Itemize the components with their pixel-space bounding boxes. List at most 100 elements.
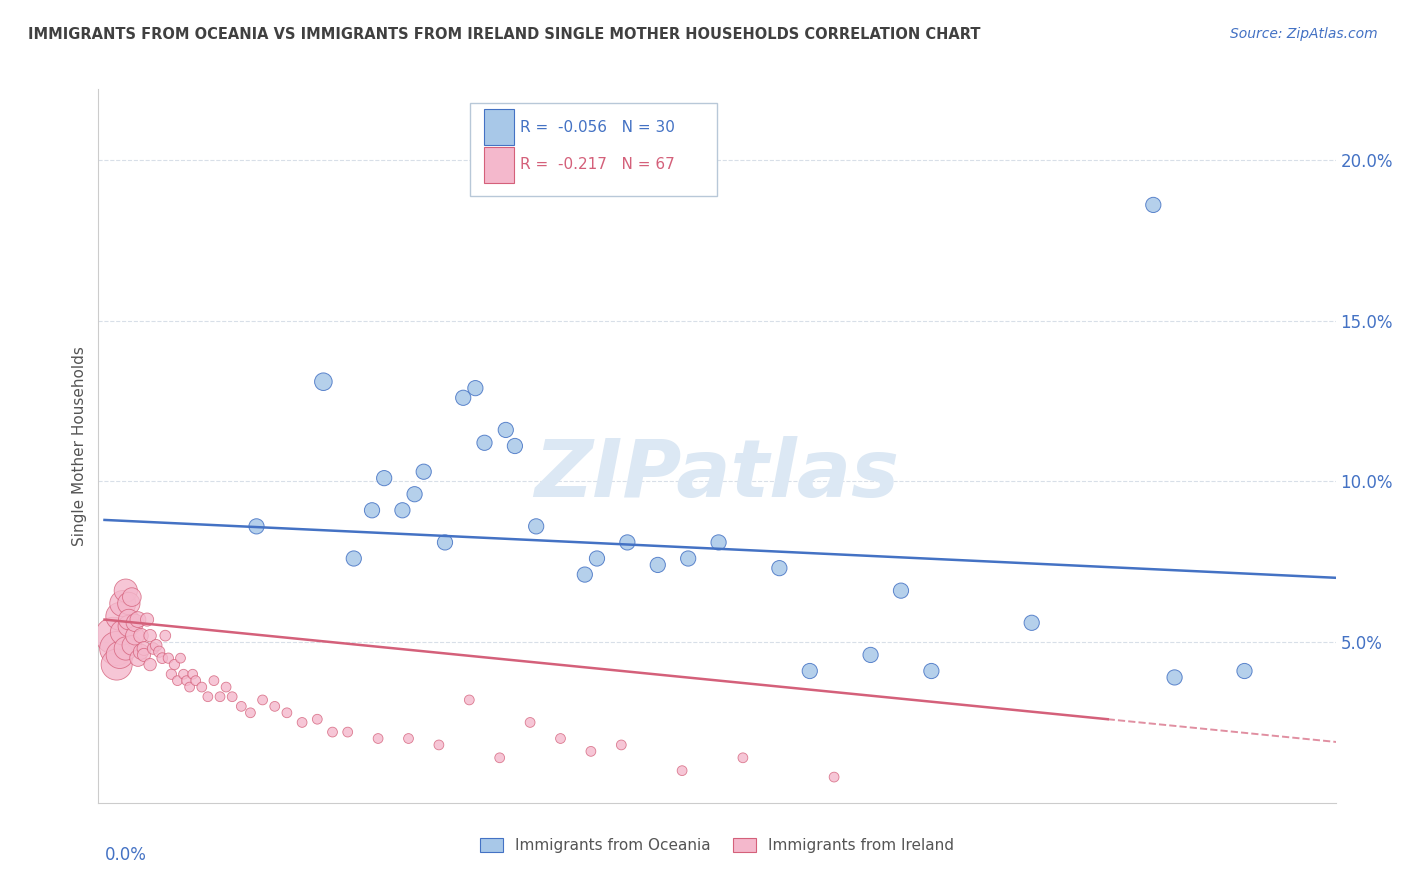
Point [108, 609, 131, 624]
Point [307, 712, 329, 726]
Point [127, 651, 149, 665]
FancyBboxPatch shape [485, 109, 515, 145]
FancyBboxPatch shape [485, 147, 515, 183]
Point [391, 503, 413, 517]
Point [579, 744, 602, 758]
Point [191, 680, 214, 694]
Point [276, 706, 298, 720]
Point [367, 731, 389, 746]
Point [136, 613, 159, 627]
Point [252, 693, 274, 707]
Point [118, 597, 141, 611]
Point [208, 690, 231, 704]
Point [263, 699, 285, 714]
Point [859, 648, 882, 662]
Point [176, 673, 198, 688]
Point [215, 680, 238, 694]
Point [148, 645, 170, 659]
Point [127, 613, 149, 627]
Text: 0.0%: 0.0% [104, 846, 146, 863]
Point [124, 615, 146, 630]
Point [495, 423, 517, 437]
FancyBboxPatch shape [470, 103, 717, 196]
Point [647, 558, 669, 572]
Point [121, 638, 143, 652]
Point [464, 381, 486, 395]
Point [173, 667, 195, 681]
Point [321, 725, 343, 739]
Point [890, 583, 912, 598]
Point [1021, 615, 1043, 630]
Point [707, 535, 730, 549]
Point [404, 487, 426, 501]
Point [920, 664, 942, 678]
Point [474, 435, 496, 450]
Legend: Immigrants from Oceania, Immigrants from Ireland: Immigrants from Oceania, Immigrants from… [474, 832, 960, 859]
Point [221, 690, 243, 704]
Text: ZIPatlas: ZIPatlas [534, 435, 900, 514]
Point [132, 648, 155, 662]
Point [202, 673, 225, 688]
Point [231, 699, 253, 714]
Point [124, 629, 146, 643]
Point [336, 725, 359, 739]
Point [111, 597, 134, 611]
Point [111, 625, 134, 640]
Point [519, 715, 541, 730]
Point [671, 764, 693, 778]
Point [139, 629, 162, 643]
Point [121, 590, 143, 604]
Point [108, 648, 131, 662]
Point [524, 519, 547, 533]
Point [361, 503, 384, 517]
Point [676, 551, 699, 566]
Point [181, 667, 204, 681]
Text: R =  -0.217   N = 67: R = -0.217 N = 67 [520, 157, 675, 172]
Point [197, 690, 219, 704]
Point [616, 535, 638, 549]
Point [458, 693, 481, 707]
Text: IMMIGRANTS FROM OCEANIA VS IMMIGRANTS FROM IRELAND SINGLE MOTHER HOUSEHOLDS CORR: IMMIGRANTS FROM OCEANIA VS IMMIGRANTS FR… [28, 27, 980, 42]
Point [823, 770, 845, 784]
Point [574, 567, 596, 582]
Text: Source: ZipAtlas.com: Source: ZipAtlas.com [1230, 27, 1378, 41]
Point [155, 629, 177, 643]
Point [139, 657, 162, 672]
Point [291, 715, 314, 730]
Point [169, 651, 191, 665]
Point [163, 657, 186, 672]
Point [114, 641, 136, 656]
Point [150, 651, 173, 665]
Point [503, 439, 526, 453]
Point [118, 619, 141, 633]
Point [142, 641, 165, 656]
Point [105, 641, 128, 656]
Point [412, 465, 434, 479]
Point [157, 651, 180, 665]
Point [179, 680, 201, 694]
Point [245, 519, 267, 533]
Point [731, 751, 754, 765]
Point [114, 583, 136, 598]
Text: R =  -0.056   N = 30: R = -0.056 N = 30 [520, 120, 675, 135]
Point [586, 551, 609, 566]
Point [610, 738, 633, 752]
Point [427, 738, 450, 752]
Point [1163, 670, 1185, 684]
Point [343, 551, 366, 566]
Point [1233, 664, 1256, 678]
Point [103, 629, 125, 643]
Point [398, 731, 420, 746]
Y-axis label: Single Mother Households: Single Mother Households [72, 346, 87, 546]
Point [166, 673, 188, 688]
Point [118, 613, 141, 627]
Point [799, 664, 821, 678]
Point [129, 629, 152, 643]
Point [160, 667, 183, 681]
Point [451, 391, 474, 405]
Point [132, 641, 155, 656]
Point [239, 706, 262, 720]
Point [768, 561, 790, 575]
Point [488, 751, 510, 765]
Point [433, 535, 456, 549]
